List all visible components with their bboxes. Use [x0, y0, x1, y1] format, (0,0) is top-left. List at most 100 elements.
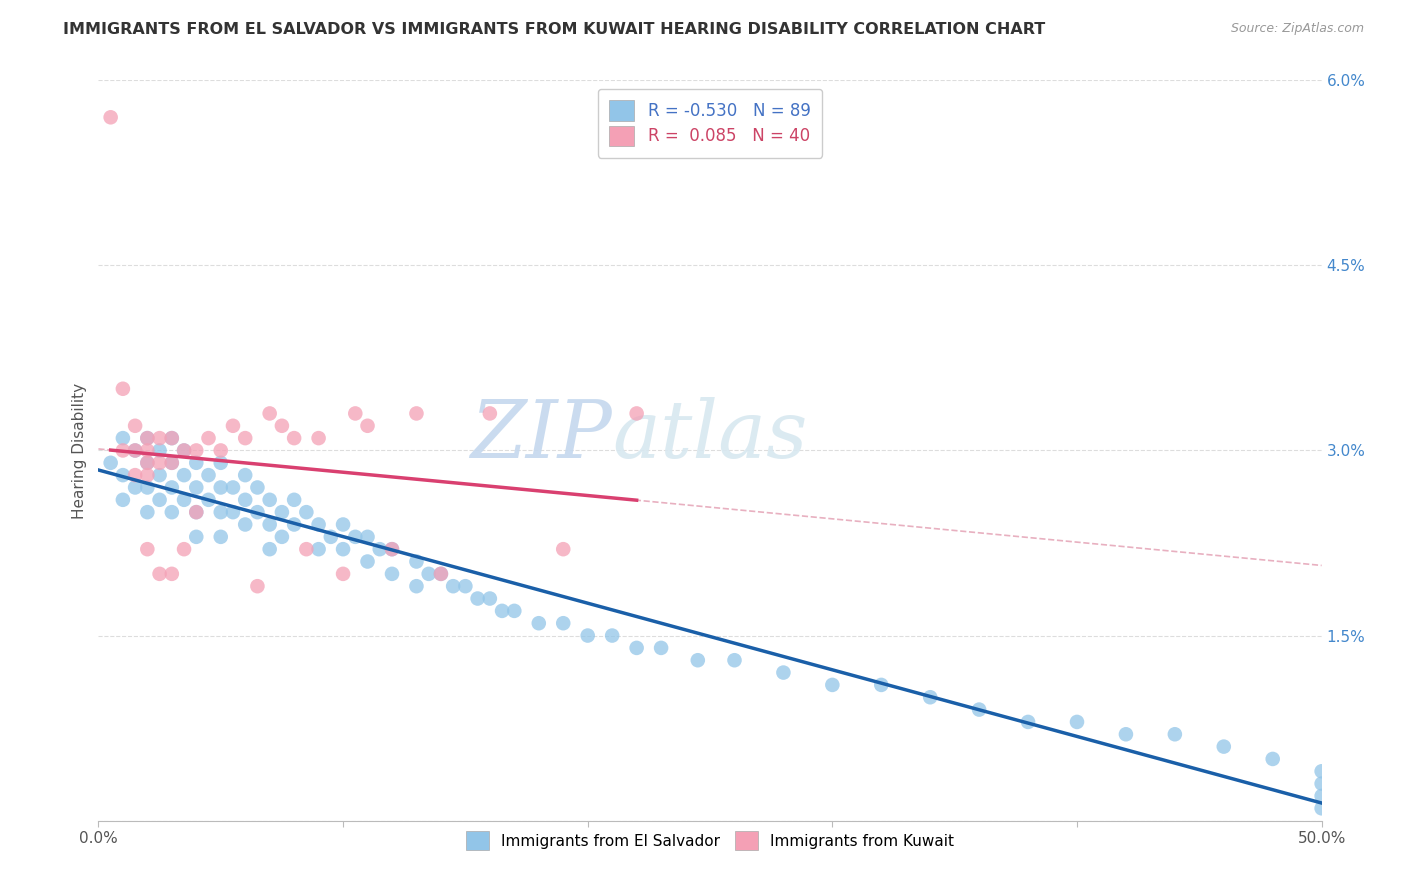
Point [209, 443, 232, 458]
Point [233, 431, 256, 445]
Point [111, 443, 134, 458]
Point [173, 443, 195, 458]
Point [332, 566, 354, 581]
Point [111, 431, 134, 445]
Point [1164, 727, 1187, 741]
Point [209, 456, 232, 470]
Point [441, 579, 464, 593]
Point [308, 542, 330, 557]
Y-axis label: Hearing Disability: Hearing Disability [72, 383, 87, 518]
Text: ZIP: ZIP [471, 397, 612, 475]
Point [405, 579, 427, 593]
Point [124, 418, 146, 433]
Point [186, 505, 208, 519]
Point [686, 653, 709, 667]
Text: IMMIGRANTS FROM EL SALVADOR VS IMMIGRANTS FROM KUWAIT HEARING DISABILITY CORRELA: IMMIGRANTS FROM EL SALVADOR VS IMMIGRANT… [63, 22, 1046, 37]
Point [149, 492, 172, 507]
Point [160, 456, 183, 470]
Point [1017, 714, 1039, 729]
Point [626, 640, 648, 655]
Point [356, 418, 378, 433]
Point [100, 110, 122, 124]
Point [124, 443, 146, 458]
Point [149, 456, 172, 470]
Point [111, 492, 134, 507]
Point [259, 542, 281, 557]
Point [283, 492, 305, 507]
Point [356, 530, 378, 544]
Point [209, 530, 232, 544]
Point [1115, 727, 1137, 741]
Point [246, 505, 269, 519]
Point [197, 492, 219, 507]
Point [467, 591, 489, 606]
Point [222, 480, 245, 494]
Legend: Immigrants from El Salvador, Immigrants from Kuwait: Immigrants from El Salvador, Immigrants … [458, 823, 962, 857]
Point [381, 566, 404, 581]
Point [160, 505, 183, 519]
Point [478, 591, 501, 606]
Point [270, 530, 294, 544]
Point [295, 505, 318, 519]
Point [100, 456, 122, 470]
Point [233, 517, 256, 532]
Point [259, 407, 281, 421]
Point [186, 480, 208, 494]
Point [197, 468, 219, 483]
Point [124, 480, 146, 494]
Point [136, 431, 159, 445]
Point [136, 456, 159, 470]
Point [259, 517, 281, 532]
Point [283, 517, 305, 532]
Point [1310, 776, 1333, 791]
Point [308, 517, 330, 532]
Point [332, 517, 354, 532]
Point [270, 505, 294, 519]
Point [149, 468, 172, 483]
Point [111, 382, 134, 396]
Point [1212, 739, 1234, 754]
Point [381, 542, 404, 557]
Point [186, 505, 208, 519]
Point [136, 480, 159, 494]
Point [576, 628, 599, 642]
Point [430, 566, 453, 581]
Point [173, 492, 195, 507]
Point [1310, 764, 1333, 779]
Point [136, 431, 159, 445]
Point [160, 431, 183, 445]
Point [136, 468, 159, 483]
Text: Source: ZipAtlas.com: Source: ZipAtlas.com [1230, 22, 1364, 36]
Point [491, 604, 513, 618]
Point [233, 468, 256, 483]
Point [454, 579, 477, 593]
Point [870, 678, 893, 692]
Point [723, 653, 745, 667]
Point [136, 443, 159, 458]
Point [527, 616, 550, 631]
Point [149, 443, 172, 458]
Point [1261, 752, 1284, 766]
Point [295, 542, 318, 557]
Point [160, 456, 183, 470]
Point [967, 703, 990, 717]
Point [222, 418, 245, 433]
Point [553, 616, 575, 631]
Point [332, 542, 354, 557]
Point [186, 443, 208, 458]
Point [233, 492, 256, 507]
Point [246, 480, 269, 494]
Point [124, 468, 146, 483]
Point [173, 542, 195, 557]
Point [650, 640, 672, 655]
Point [344, 407, 367, 421]
Point [821, 678, 844, 692]
Point [308, 431, 330, 445]
Point [319, 530, 342, 544]
Point [283, 431, 305, 445]
Point [405, 554, 427, 569]
Point [478, 407, 501, 421]
Point [186, 456, 208, 470]
Point [124, 443, 146, 458]
Point [246, 579, 269, 593]
